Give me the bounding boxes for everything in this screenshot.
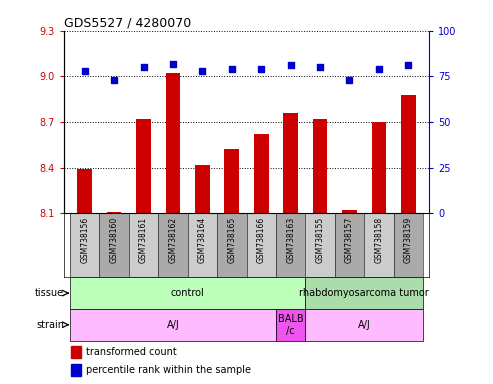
Bar [70,309,276,341]
Bar [70,214,100,277]
Text: tissue: tissue [35,288,65,298]
Bar [305,277,423,309]
Text: GSM738160: GSM738160 [109,217,119,263]
Text: GSM738164: GSM738164 [198,217,207,263]
Text: GSM738162: GSM738162 [169,217,177,263]
Text: GSM738156: GSM738156 [80,217,89,263]
Bar [305,214,335,277]
Point [169,61,177,67]
Bar [254,134,269,214]
Point [404,62,412,68]
Bar [77,169,92,214]
Bar [393,214,423,277]
Point [110,77,118,83]
Bar [100,214,129,277]
Text: BALB
/c: BALB /c [278,314,304,336]
Point [375,66,383,72]
Bar [71,346,80,358]
Text: GSM738166: GSM738166 [257,217,266,263]
Point [198,68,206,74]
Text: GSM738163: GSM738163 [286,217,295,263]
Bar [224,149,239,214]
Text: GSM738158: GSM738158 [374,217,384,263]
Bar [166,73,180,214]
Bar [401,94,416,214]
Text: GSM738159: GSM738159 [404,217,413,263]
Bar [305,309,423,341]
Bar [158,214,188,277]
Text: A/J: A/J [167,320,179,330]
Bar [188,214,217,277]
Bar [195,165,210,214]
Bar [283,113,298,214]
Bar [335,214,364,277]
Bar [129,214,158,277]
Point [346,77,353,83]
Bar [246,214,276,277]
Text: GSM738161: GSM738161 [139,217,148,263]
Bar [372,122,386,214]
Bar [342,210,357,214]
Text: control: control [171,288,205,298]
Text: GSM738157: GSM738157 [345,217,354,263]
Text: GSM738165: GSM738165 [227,217,236,263]
Point [81,68,89,74]
Bar [276,309,305,341]
Bar [107,212,121,214]
Bar [136,119,151,214]
Text: GSM738155: GSM738155 [316,217,324,263]
Text: rhabdomyosarcoma tumor: rhabdomyosarcoma tumor [299,288,429,298]
Text: A/J: A/J [358,320,371,330]
Point [316,64,324,70]
Text: GDS5527 / 4280070: GDS5527 / 4280070 [64,17,191,30]
Point [257,66,265,72]
Bar [313,119,327,214]
Bar [217,214,246,277]
Bar [276,214,305,277]
Text: transformed count: transformed count [86,347,176,357]
Point [287,62,295,68]
Bar [364,214,393,277]
Point [228,66,236,72]
Point [140,64,147,70]
Text: strain: strain [36,320,65,330]
Bar [71,364,80,376]
Bar [70,277,305,309]
Text: percentile rank within the sample: percentile rank within the sample [86,365,251,375]
